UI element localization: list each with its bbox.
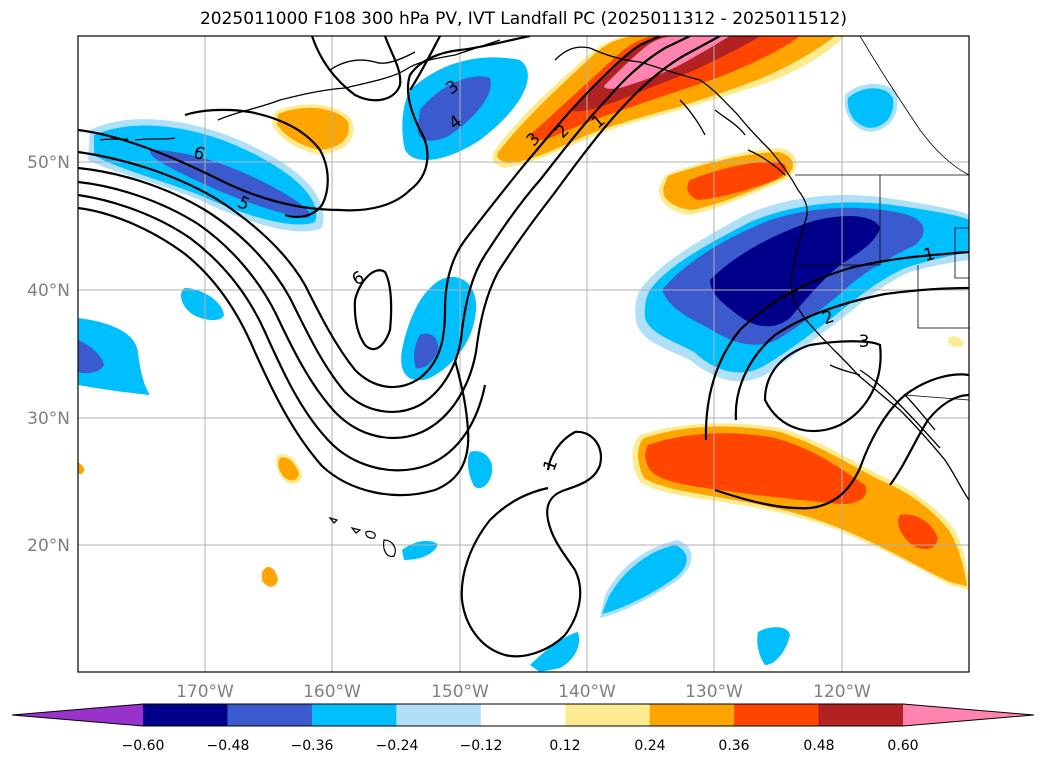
coastlines (99, 39, 969, 501)
lon-label: 150°W (431, 682, 489, 702)
colorbar-tick-label: −0.60 (122, 738, 165, 754)
colorbar-segment (480, 704, 566, 726)
colorbar-segment (649, 704, 735, 726)
negative-anomaly-east-pacific (635, 195, 969, 382)
negative-anomaly-small-patches (180, 83, 898, 672)
lat-label: 30°N (27, 409, 70, 429)
positive-anomaly-bc (658, 148, 797, 215)
map-title: 2025011000 F108 300 hPa PV, IVT Landfall… (199, 9, 847, 29)
colorbar-tick-label: 0.48 (803, 738, 834, 754)
colorbar-tick-label: −0.24 (376, 738, 419, 754)
lat-label: 50°N (27, 153, 70, 173)
colorbar-segment (734, 704, 820, 726)
positive-anomaly-subtropical (632, 423, 969, 590)
contour-label: 3 (859, 332, 870, 352)
map-frame (77, 35, 970, 673)
lon-label: 130°W (685, 682, 743, 702)
colorbar-extend-max (903, 704, 1034, 726)
colorbar-tick-labels: −0.60 −0.48 −0.36 −0.24 −0.12 0.12 0.24 … (122, 738, 919, 754)
graticule (78, 36, 969, 672)
colorbar-segment (227, 704, 313, 726)
lon-label: 120°W (813, 682, 871, 702)
contour-label: 1 (921, 244, 937, 266)
lat-label: 40°N (27, 281, 70, 301)
lat-label: 20°N (27, 536, 70, 556)
lon-label: 170°W (176, 682, 234, 702)
colorbar-tick-label: 0.60 (887, 738, 918, 754)
colorbar-outline (11, 703, 1035, 727)
negative-anomaly-west-edge (78, 318, 150, 395)
colorbar: −0.60 −0.48 −0.36 −0.24 −0.12 0.12 0.24 … (11, 703, 1035, 754)
hawaiian-islands (328, 516, 396, 557)
negative-anomaly-gulf (402, 57, 528, 161)
colorbar-tick-label: 0.12 (549, 738, 580, 754)
latitude-labels: 50°N 40°N 30°N 20°N (27, 153, 70, 556)
colorbar-segments (12, 704, 1034, 726)
positive-anomaly-alaska (492, 36, 845, 168)
lon-label: 160°W (303, 682, 361, 702)
colorbar-tick-label: −0.48 (207, 738, 250, 754)
longitude-labels: 170°W 160°W 150°W 140°W 130°W 120°W (176, 682, 871, 702)
lon-label: 140°W (558, 682, 616, 702)
positive-anomaly-small-patches (78, 336, 964, 587)
colorbar-segment (396, 704, 482, 726)
pv-contours (78, 36, 969, 658)
colorbar-tick-label: −0.12 (460, 738, 503, 754)
political-borders (795, 36, 969, 401)
colorbar-extend-min (12, 704, 143, 726)
colorbar-segment (143, 704, 228, 726)
colorbar-segment (565, 704, 651, 726)
colorbar-segment (311, 704, 397, 726)
colorbar-tick-label: 0.24 (634, 738, 665, 754)
colorbar-tick-label: −0.36 (291, 738, 334, 754)
colorbar-segment (818, 704, 904, 726)
colorbar-tick-label: 0.36 (718, 738, 749, 754)
positive-anomaly-nw-small (272, 104, 354, 155)
